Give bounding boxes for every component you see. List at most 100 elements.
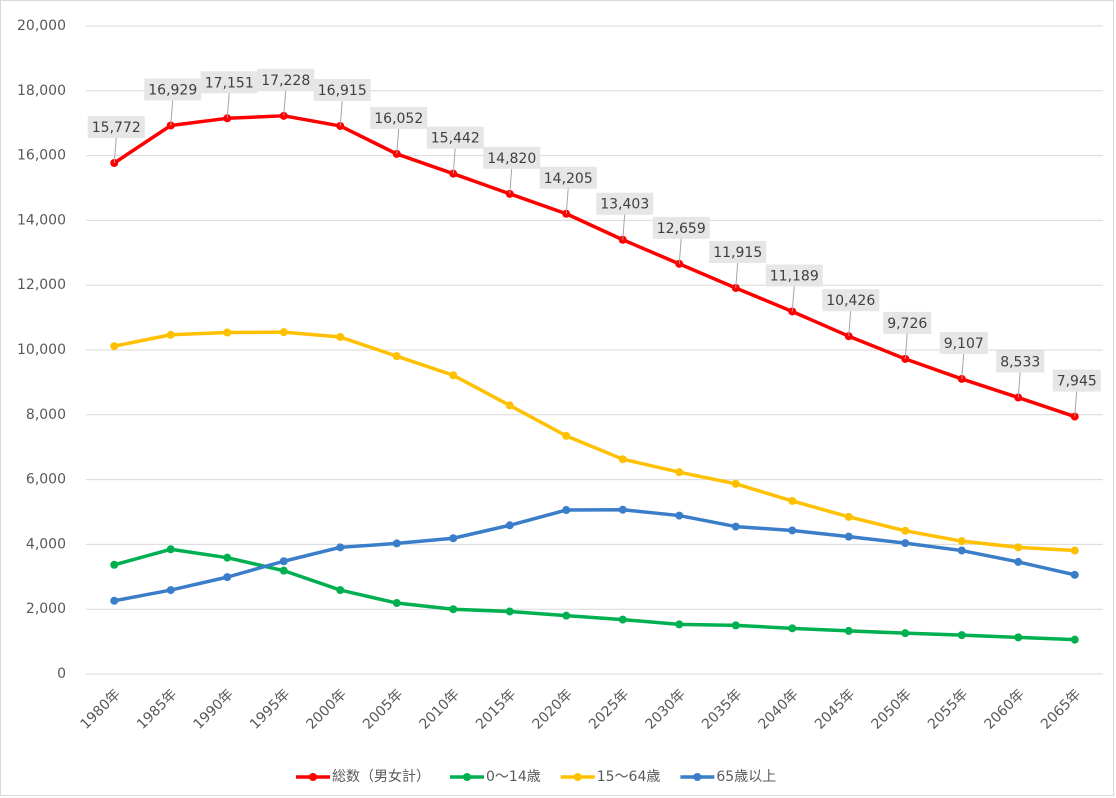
leader-line	[848, 310, 852, 337]
data-point	[844, 626, 853, 635]
data-point	[901, 526, 910, 535]
leader-line	[961, 352, 965, 379]
data-point	[675, 511, 684, 520]
data-point	[901, 539, 910, 548]
data-point	[336, 121, 345, 130]
data-label: 10,426	[826, 293, 875, 309]
data-label: 16,915	[318, 83, 367, 99]
y-tick-label: 2,000	[26, 601, 66, 617]
data-point	[618, 455, 627, 464]
data-point	[110, 560, 119, 569]
y-tick-label: 6,000	[26, 472, 66, 488]
data-point	[1014, 633, 1023, 642]
leader-line	[904, 332, 908, 359]
data-point	[392, 539, 401, 548]
data-point	[336, 543, 345, 552]
data-label-box	[596, 192, 654, 215]
data-point	[223, 553, 232, 562]
data-point	[731, 479, 740, 488]
leader-line	[283, 89, 287, 116]
legend-label: 0～14歳	[486, 769, 541, 785]
data-point	[731, 522, 740, 531]
leader-line	[735, 261, 739, 288]
y-tick-label: 4,000	[26, 536, 66, 552]
data-label-box	[765, 264, 823, 287]
data-point	[957, 631, 966, 640]
series-line	[113, 114, 1076, 419]
data-label-box	[257, 68, 315, 91]
series-line	[113, 507, 1076, 603]
y-tick-label: 20,000	[17, 18, 66, 34]
legend-marker	[573, 773, 582, 781]
data-point	[223, 328, 232, 337]
y-tick-label: 12,000	[17, 277, 66, 293]
data-point	[505, 521, 514, 530]
data-point	[449, 534, 458, 543]
leader-line	[1074, 390, 1078, 417]
legend-label: 総数（男女計）	[332, 768, 430, 785]
leader-line	[509, 167, 513, 194]
data-label-box	[652, 216, 710, 239]
leader-line	[678, 237, 682, 264]
data-point	[618, 505, 627, 514]
leader-line	[1017, 371, 1021, 398]
data-label-box	[709, 240, 767, 263]
series-line	[113, 330, 1075, 553]
data-label-box	[87, 115, 145, 138]
y-tick-label: 10,000	[17, 342, 66, 358]
data-point	[562, 506, 571, 515]
y-tick-label: 14,000	[17, 212, 66, 228]
data-point	[1070, 570, 1079, 579]
data-point	[1014, 557, 1023, 566]
data-point	[449, 371, 458, 380]
data-point	[562, 611, 571, 620]
data-label-box	[939, 331, 988, 354]
data-label-box	[426, 126, 484, 149]
y-tick-label: 16,000	[17, 148, 66, 164]
data-label-box	[200, 71, 258, 94]
data-point	[844, 512, 853, 521]
leader-line	[339, 99, 343, 126]
data-label-box	[144, 78, 202, 101]
data-point	[675, 620, 684, 629]
legend-marker	[693, 773, 702, 781]
data-point	[223, 573, 232, 582]
series-line	[113, 547, 1075, 642]
leader-line	[396, 127, 400, 154]
data-label-box	[539, 166, 597, 189]
data-point	[279, 557, 288, 566]
leader-line	[565, 187, 569, 214]
leader-line	[170, 99, 174, 126]
data-point	[618, 615, 627, 624]
data-label: 14,205	[544, 171, 593, 187]
legend-marker	[463, 773, 471, 781]
data-label: 11,189	[770, 268, 819, 284]
data-point	[110, 596, 119, 605]
data-label-box	[883, 311, 932, 334]
data-label-box	[370, 106, 428, 129]
y-tick-label: 18,000	[17, 83, 66, 99]
data-point	[1014, 543, 1023, 552]
data-point	[788, 496, 797, 505]
data-label-box	[1052, 369, 1101, 392]
legend-label: 15～64歳	[597, 769, 661, 785]
data-point	[392, 599, 401, 608]
data-point	[675, 468, 684, 477]
data-label: 9,726	[887, 316, 927, 332]
data-label: 9,107	[944, 336, 984, 352]
data-point	[788, 624, 797, 633]
y-tick-label: 8,000	[26, 407, 66, 423]
data-label: 15,442	[431, 131, 480, 147]
data-label: 16,929	[148, 83, 197, 99]
data-point	[279, 328, 288, 337]
data-point	[166, 330, 175, 339]
data-label: 7,945	[1057, 374, 1097, 390]
data-label-box	[822, 289, 880, 312]
data-label: 15,772	[92, 120, 141, 136]
data-point	[449, 605, 458, 614]
data-point	[279, 566, 288, 575]
data-point	[166, 586, 175, 595]
data-point	[392, 352, 401, 361]
data-label: 13,403	[600, 197, 649, 213]
